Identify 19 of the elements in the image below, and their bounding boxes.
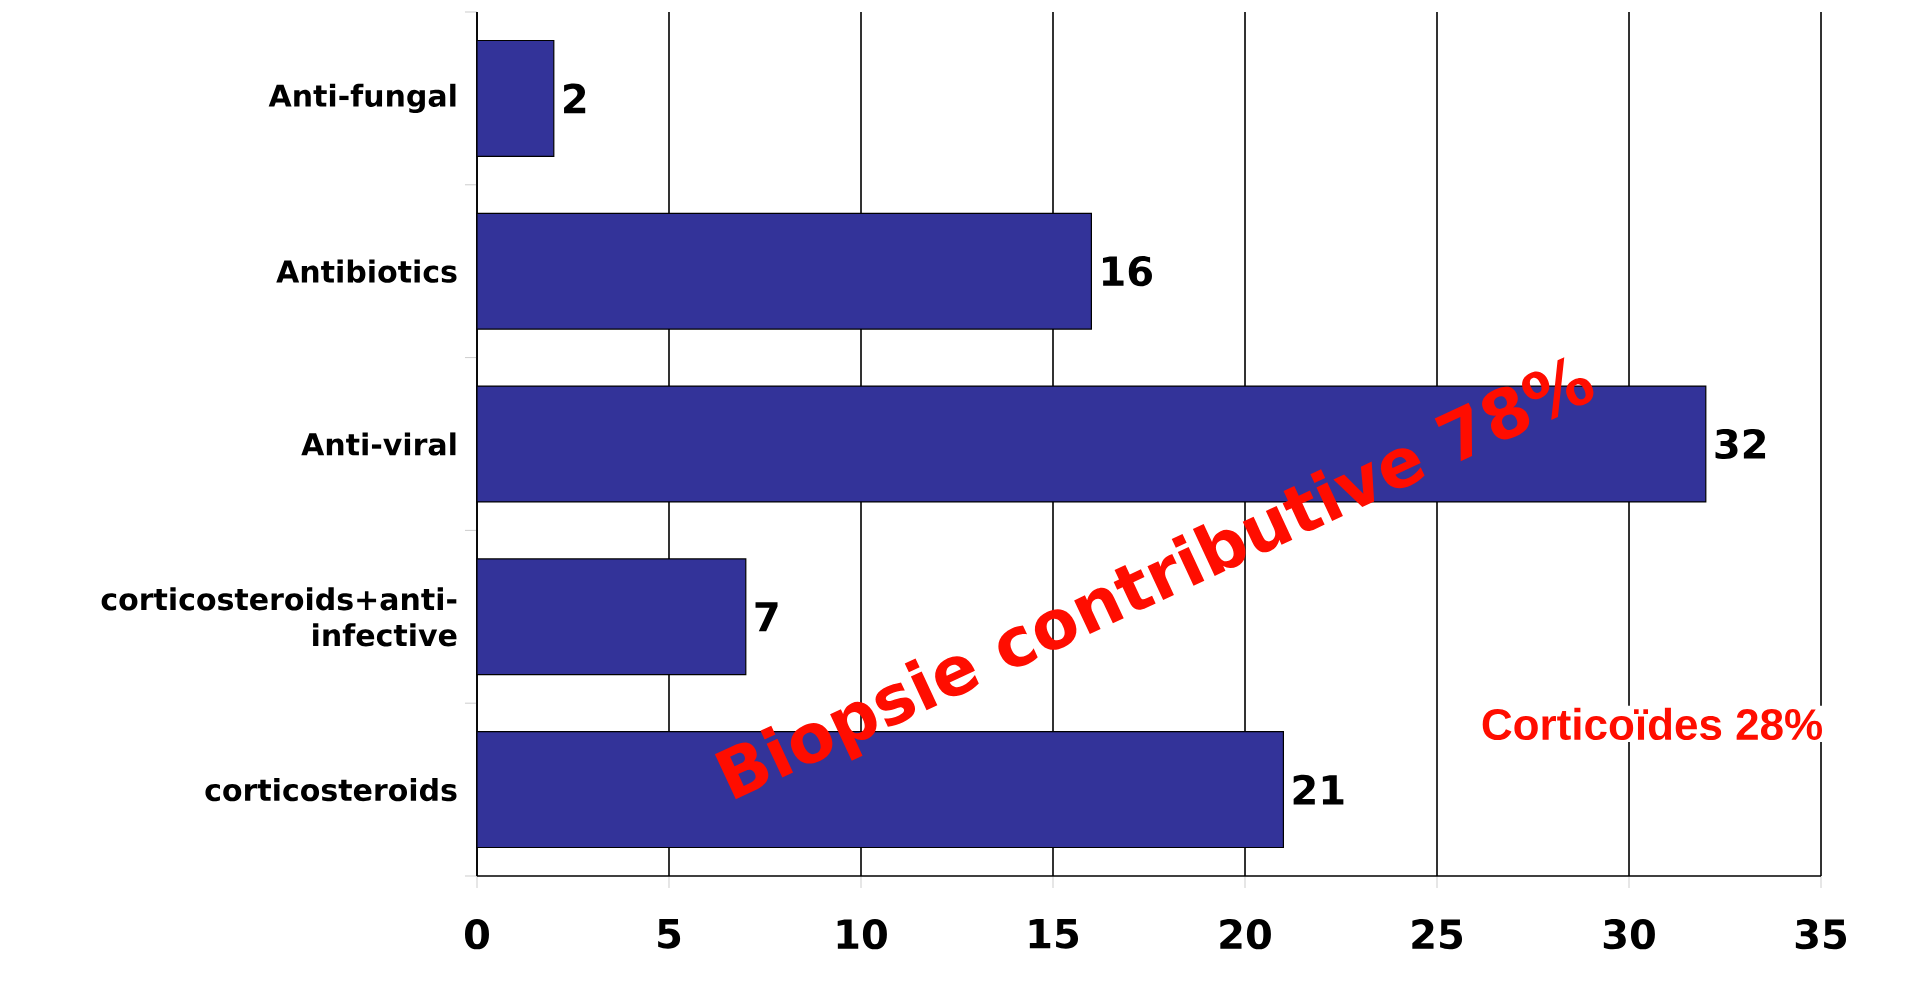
annotation: Corticoïdes 28% bbox=[1482, 707, 1822, 741]
data-label: 16 bbox=[1102, 256, 1152, 287]
x-tick-label: 25 bbox=[1412, 919, 1463, 950]
x-tick-label: 20 bbox=[1220, 919, 1271, 950]
y-tick-label: Antibiotics bbox=[276, 259, 457, 283]
data-label: 2 bbox=[564, 83, 586, 114]
data-label: 32 bbox=[1715, 428, 1766, 460]
x-tick-label: 15 bbox=[1029, 919, 1079, 949]
y-tick-label: Anti-fungal bbox=[268, 83, 456, 114]
x-tick-label: 0 bbox=[465, 919, 489, 950]
x-tick-label: 30 bbox=[1603, 919, 1655, 950]
x-tick-label: 10 bbox=[837, 919, 887, 950]
x-tick-label: 35 bbox=[1795, 919, 1847, 950]
y-tick-label: Anti-viral bbox=[301, 432, 456, 456]
data-label: 21 bbox=[1293, 774, 1344, 805]
data-label: 7 bbox=[755, 602, 778, 632]
y-tick-label: corticosteroids bbox=[205, 778, 457, 802]
y-tick-label: corticosteroids+anti-infective bbox=[101, 587, 457, 647]
x-tick-label: 5 bbox=[658, 919, 681, 949]
